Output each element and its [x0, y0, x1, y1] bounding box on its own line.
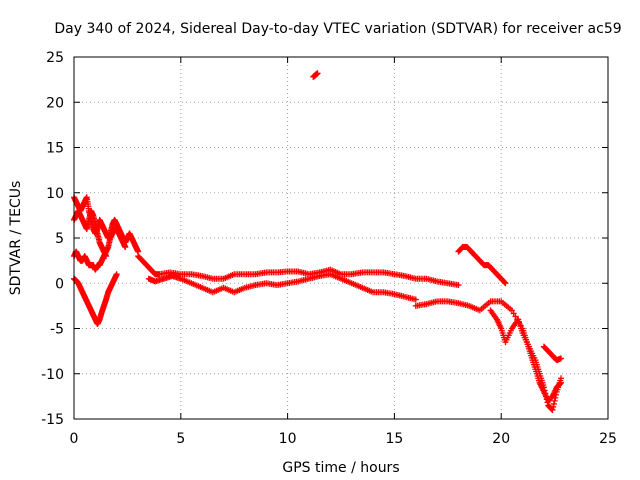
data-point [510, 310, 517, 317]
series-lower-start-dip [71, 271, 120, 327]
series-main-band-upper [135, 253, 462, 289]
series-late-steep-track [487, 307, 565, 413]
data-point [512, 313, 519, 320]
y-tick-label: 20 [46, 95, 64, 111]
data-point [412, 296, 419, 303]
y-tick-label: 5 [55, 231, 64, 247]
grid-layer [74, 57, 608, 419]
series-upper-start-track-b [71, 207, 110, 260]
y-axis-label: SDTVAR / TECUs [8, 181, 24, 296]
x-axis-label: GPS time / hours [282, 460, 399, 476]
data-point [540, 384, 547, 391]
data-point [551, 397, 558, 404]
data-point [541, 387, 548, 394]
y-tick-label: 25 [46, 50, 64, 66]
data-point [558, 375, 565, 382]
series-main-band-lower [145, 271, 419, 303]
series-middle-start-track [71, 225, 129, 273]
data-point [558, 355, 565, 362]
data-point [552, 394, 559, 401]
series-late-upper-track [455, 244, 509, 287]
data-point [501, 279, 508, 286]
data-point [508, 307, 515, 314]
tick-layer: 0 5 10 15 20 25 -15 -10 -5 0 5 10 15 20 25 [41, 50, 617, 447]
data-point [553, 391, 560, 398]
data-point [542, 390, 549, 397]
data-point [543, 396, 550, 403]
data-point [122, 244, 129, 251]
data-point [550, 403, 557, 410]
series-end-right-track [540, 343, 565, 364]
x-tick-label: 10 [279, 431, 297, 447]
series-isolated-cluster [310, 70, 321, 80]
data-point [550, 400, 557, 407]
points-layer [71, 70, 565, 413]
series-late-lower-track [412, 298, 565, 404]
y-tick-label: 0 [55, 276, 64, 292]
y-tick-label: 15 [46, 141, 64, 157]
data-point [455, 282, 462, 289]
y-tick-label: -15 [41, 412, 64, 428]
data-point [549, 406, 556, 413]
y-tick-label: 10 [46, 186, 64, 202]
x-tick-label: 25 [599, 431, 617, 447]
data-point [543, 393, 550, 400]
chart-title: Day 340 of 2024, Sidereal Day-to-day VTE… [54, 21, 621, 37]
y-tick-label: -5 [50, 322, 64, 338]
data-point [502, 280, 509, 287]
plot-frame [73, 56, 609, 420]
y-tick-label: -10 [41, 367, 64, 383]
x-tick-label: 5 [176, 431, 185, 447]
x-tick-label: 20 [492, 431, 510, 447]
data-point [314, 70, 321, 77]
x-tick-label: 15 [385, 431, 403, 447]
data-point [544, 399, 551, 406]
data-point [113, 271, 120, 278]
x-tick-label: 0 [70, 431, 79, 447]
